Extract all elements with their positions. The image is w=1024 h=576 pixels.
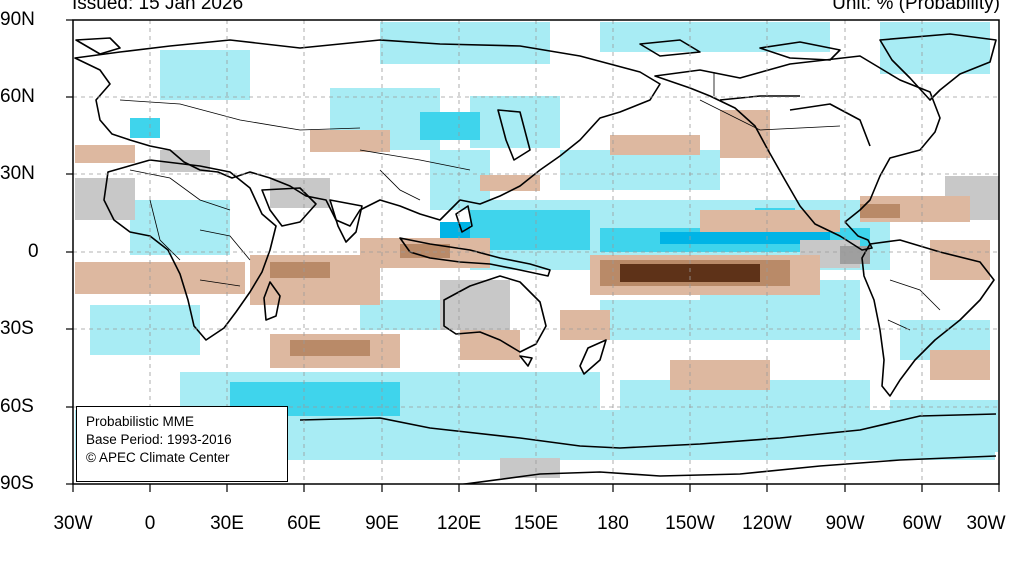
info-line-method: Probabilistic MME (86, 414, 195, 429)
lon-label-30e: 30E (210, 513, 244, 534)
lat-label-60s: 60S (0, 396, 34, 417)
unit-label: Unit: % (Probability) (832, 0, 1000, 14)
axis-ticks (66, 19, 1000, 492)
country-borders (119, 72, 941, 331)
below-normal-strong-shading (270, 204, 900, 356)
lat-label-90n: 90N (0, 9, 35, 30)
lat-label-eq: 0 (28, 241, 39, 262)
lon-label-150e: 150E (513, 513, 559, 534)
lon-label-120w: 120W (742, 513, 792, 534)
graticule (73, 20, 999, 484)
lat-label-60n: 60N (0, 86, 35, 107)
lon-label-30w-right: 30W (966, 513, 1006, 534)
lon-label-60e: 60E (287, 513, 321, 534)
lon-label-180: 180 (597, 513, 629, 534)
lon-label-0: 0 (144, 513, 156, 534)
lon-label-120e: 120E (436, 513, 482, 534)
lon-label-90e: 90E (365, 513, 399, 534)
info-line-base-period: Base Period: 1993-2016 (86, 432, 232, 447)
info-box: Probabilistic MME Base Period: 1993-2016… (76, 406, 288, 482)
issued-date: Issued: 15 Jan 2026 (72, 0, 244, 14)
lon-label-150w: 150W (665, 513, 715, 534)
info-line-copyright: © APEC Climate Center (86, 450, 230, 465)
near-normal-shading (75, 150, 999, 478)
lat-label-90s: 90S (0, 473, 34, 494)
lon-label-90w: 90W (825, 513, 865, 534)
lon-label-60w: 60W (902, 513, 942, 534)
lat-label-30n: 30N (0, 163, 35, 184)
lon-label-30w: 30W (53, 513, 93, 534)
lat-label-30s: 30S (0, 318, 34, 339)
